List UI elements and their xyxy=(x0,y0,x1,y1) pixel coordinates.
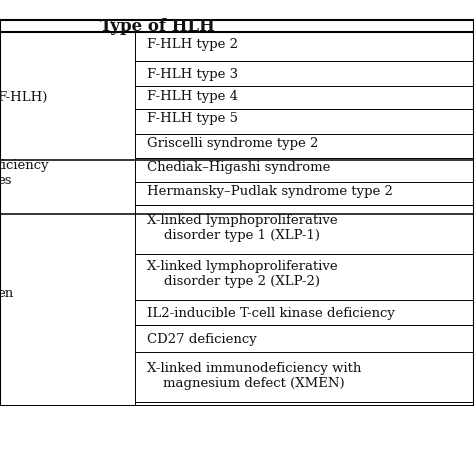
Text: en: en xyxy=(0,287,14,301)
Text: ficiency
es: ficiency es xyxy=(0,159,49,187)
Text: Griscelli syndrome type 2: Griscelli syndrome type 2 xyxy=(147,137,319,150)
Text: F-HLH type 3: F-HLH type 3 xyxy=(147,68,238,81)
Text: IL2-inducible T-cell kinase deficiency: IL2-inducible T-cell kinase deficiency xyxy=(147,307,395,320)
Text: F-HLH type 2: F-HLH type 2 xyxy=(147,38,238,51)
Text: Chediak–Higashi syndrome: Chediak–Higashi syndrome xyxy=(147,161,330,174)
Text: F-HLH type 4: F-HLH type 4 xyxy=(147,90,238,103)
Text: X-linked lymphoproliferative
disorder type 1 (XLP-1): X-linked lymphoproliferative disorder ty… xyxy=(147,214,337,243)
Text: CD27 deficiency: CD27 deficiency xyxy=(147,333,257,346)
Text: X-linked immunodeficiency with
magnesium defect (XMEN): X-linked immunodeficiency with magnesium… xyxy=(147,362,361,391)
Text: F-HLH): F-HLH) xyxy=(0,91,48,104)
Text: F-HLH type 5: F-HLH type 5 xyxy=(147,112,238,126)
Text: X-linked lymphoproliferative
disorder type 2 (XLP-2): X-linked lymphoproliferative disorder ty… xyxy=(147,260,337,289)
Text: Type of HLH: Type of HLH xyxy=(100,18,214,35)
Text: Hermansky–Pudlak syndrome type 2: Hermansky–Pudlak syndrome type 2 xyxy=(147,184,393,198)
